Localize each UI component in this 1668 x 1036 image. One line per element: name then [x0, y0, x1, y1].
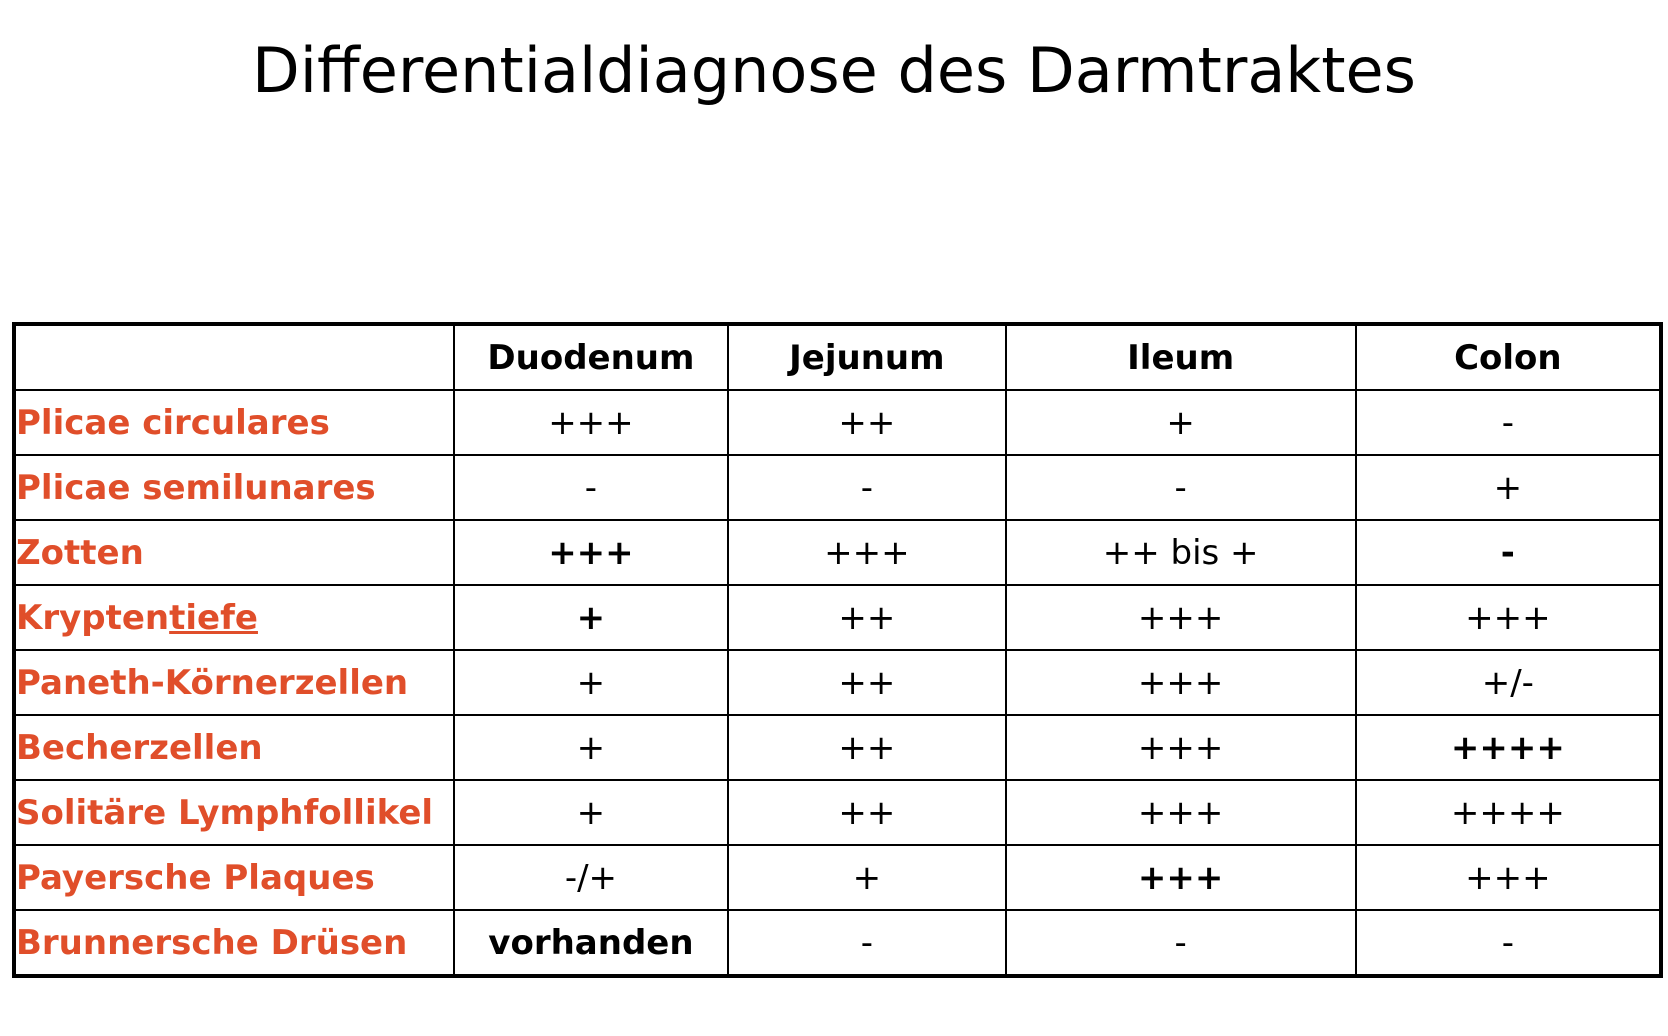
table-cell: ++++: [1354, 779, 1663, 846]
row-label-kryptentiefe-part2: tiefe: [169, 597, 258, 638]
table-cell: vorhanden: [452, 909, 730, 977]
table-row: Solitäre Lymphfollikel + ++ +++ ++++: [13, 779, 1663, 846]
table-cell: ++: [727, 584, 1007, 651]
table-cell: +++: [1004, 844, 1357, 911]
header-colon: Colon: [1354, 323, 1663, 391]
table-cell: +++: [1004, 584, 1357, 651]
table-cell: +: [1354, 454, 1663, 521]
table-cell: +/-: [1354, 649, 1663, 716]
row-label-plicae-semilunares: Plicae semilunares: [13, 454, 455, 521]
table-row: Paneth-Körnerzellen + ++ +++ +/-: [13, 649, 1663, 716]
table-row: Becherzellen + ++ +++ ++++: [13, 714, 1663, 781]
header-corner-cell: [13, 323, 455, 391]
table-row: Payersche Plaques -/+ + +++ +++: [13, 844, 1663, 911]
table-cell: +++: [1004, 714, 1357, 781]
table-cell: +: [452, 584, 730, 651]
table-cell: ++ bis +: [1004, 519, 1357, 586]
row-label-payersche-plaques: Payersche Plaques: [13, 844, 455, 911]
table-cell: -: [1354, 519, 1663, 586]
table-cell: +++: [1354, 584, 1663, 651]
table-cell: -: [727, 909, 1007, 977]
table-cell: +++: [1004, 649, 1357, 716]
header-ileum: Ileum: [1004, 323, 1357, 391]
table-cell: +++: [1004, 779, 1357, 846]
row-label-zotten: Zotten: [13, 519, 455, 586]
differential-diagnosis-table: Duodenum Jejunum Ileum Colon Plicae circ…: [12, 322, 1663, 978]
table-cell: -: [1354, 389, 1663, 456]
table-cell: +: [727, 844, 1007, 911]
row-label-kryptentiefe-part1: Krypten: [16, 597, 170, 638]
table-cell: +: [452, 649, 730, 716]
row-label-becherzellen: Becherzellen: [13, 714, 455, 781]
table-header-row: Duodenum Jejunum Ileum Colon: [13, 323, 1663, 391]
table-cell: +++: [727, 519, 1007, 586]
table-cell: +++: [1354, 844, 1663, 911]
row-label-kryptentiefe: Kryptentiefe: [13, 584, 455, 651]
table-cell: ++: [727, 389, 1007, 456]
table-row: Zotten +++ +++ ++ bis + -: [13, 519, 1663, 586]
table-cell: -: [1354, 909, 1663, 977]
table-cell: +: [452, 714, 730, 781]
table-cell: ++: [727, 779, 1007, 846]
row-label-plicae-circulares: Plicae circulares: [13, 389, 455, 456]
table-cell: ++: [727, 714, 1007, 781]
header-jejunum: Jejunum: [727, 323, 1007, 391]
table-cell: -: [1004, 454, 1357, 521]
header-duodenum: Duodenum: [452, 323, 730, 391]
table-cell: -: [452, 454, 730, 521]
table-cell: ++++: [1354, 714, 1663, 781]
table-cell: +: [452, 779, 730, 846]
table-cell: +: [1004, 389, 1357, 456]
table-cell: -: [1004, 909, 1357, 977]
row-label-brunnersche-druesen: Brunnersche Drüsen: [13, 909, 455, 977]
row-label-solitaere-lymphfollikel: Solitäre Lymphfollikel: [13, 779, 455, 846]
table-row: Brunnersche Drüsen vorhanden - - -: [13, 909, 1663, 977]
page-title: Differentialdiagnose des Darmtraktes: [252, 34, 1416, 107]
table-row: Plicae circulares +++ ++ + -: [13, 389, 1663, 456]
table-cell: +++: [452, 519, 730, 586]
table-cell: -: [727, 454, 1007, 521]
table-cell: ++: [727, 649, 1007, 716]
table-cell: -/+: [452, 844, 730, 911]
row-label-paneth-koernerzellen: Paneth-Körnerzellen: [13, 649, 455, 716]
table-row: Plicae semilunares - - - +: [13, 454, 1663, 521]
table-cell: +++: [452, 389, 730, 456]
table-row: Kryptentiefe + ++ +++ +++: [13, 584, 1663, 651]
